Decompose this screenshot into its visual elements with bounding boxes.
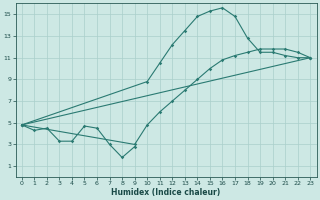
X-axis label: Humidex (Indice chaleur): Humidex (Indice chaleur) [111,188,221,197]
